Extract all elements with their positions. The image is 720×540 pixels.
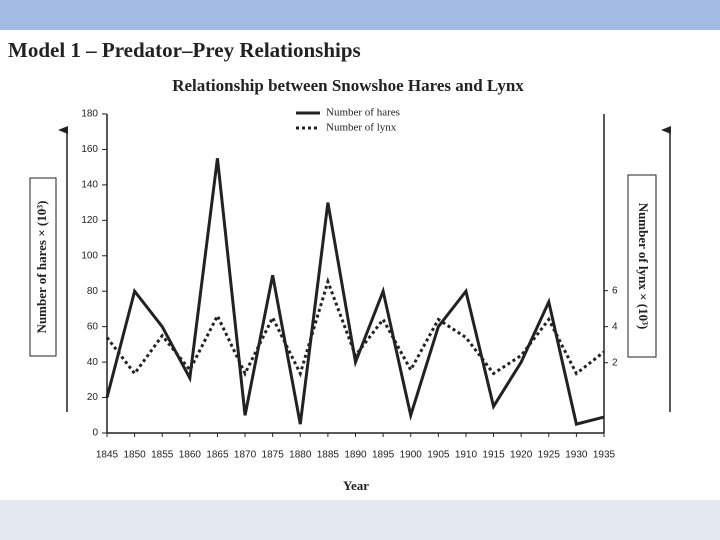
y2-tick-label: 4 xyxy=(612,321,618,332)
x-tick-label: 1860 xyxy=(179,450,202,461)
legend-label: Number of hares xyxy=(326,107,400,119)
chart-title: Relationship between Snowshoe Hares and … xyxy=(172,76,524,95)
y-tick-label: 40 xyxy=(87,357,99,368)
x-tick-label: 1885 xyxy=(317,450,340,461)
x-tick-label: 1855 xyxy=(151,450,174,461)
x-tick-label: 1890 xyxy=(344,450,367,461)
x-tick-label: 1875 xyxy=(262,450,285,461)
slide-title: Model 1 – Predator–Prey Relationships xyxy=(8,38,361,62)
legend-label: Number of lynx xyxy=(326,122,397,134)
x-tick-label: 1925 xyxy=(538,450,561,461)
bottom-bar xyxy=(0,500,720,540)
x-tick-label: 1850 xyxy=(123,450,146,461)
x-tick-label: 1865 xyxy=(206,450,229,461)
y-tick-label: 140 xyxy=(81,180,98,191)
x-tick-label: 1870 xyxy=(234,450,257,461)
x-tick-label: 1845 xyxy=(96,450,119,461)
top-bar xyxy=(0,0,720,30)
x-tick-label: 1900 xyxy=(400,450,423,461)
y-tick-label: 160 xyxy=(81,144,98,155)
y-tick-label: 180 xyxy=(81,109,98,120)
x-tick-label: 1880 xyxy=(289,450,312,461)
y-tick-label: 100 xyxy=(81,250,98,261)
x-tick-label: 1910 xyxy=(455,450,478,461)
y-tick-label: 0 xyxy=(92,428,98,439)
y2-label-box xyxy=(627,174,657,358)
y-label-box xyxy=(29,177,57,357)
y-tick-label: 60 xyxy=(87,321,99,332)
y2-tick-label: 6 xyxy=(612,285,618,296)
x-tick-label: 1905 xyxy=(427,450,450,461)
data-line xyxy=(105,276,605,378)
x-tick-label: 1930 xyxy=(565,450,588,461)
x-tick-label: 1920 xyxy=(510,450,533,461)
y-tick-label: 80 xyxy=(87,286,99,297)
x-tick-label: 1915 xyxy=(482,450,505,461)
x-tick-label: 1935 xyxy=(593,450,616,461)
y-axis-label: Number of hares × (10³) xyxy=(34,201,49,334)
y-tick-label: 120 xyxy=(81,215,98,226)
y-tick-label: 20 xyxy=(87,392,99,403)
x-axis-label: Year xyxy=(343,478,369,493)
y2-axis-label: Number of lynx × (10³) xyxy=(636,203,651,330)
y2-tick-label: 2 xyxy=(612,357,618,368)
x-tick-label: 1895 xyxy=(372,450,395,461)
data-line xyxy=(105,158,605,426)
